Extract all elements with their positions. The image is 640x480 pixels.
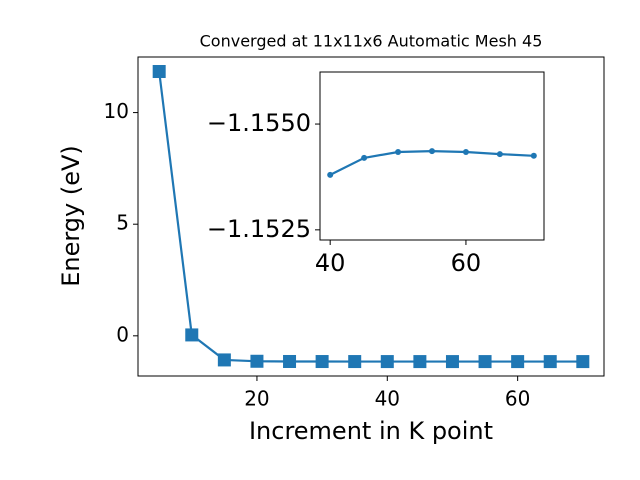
point-marker [283,354,297,368]
point-marker [327,171,334,178]
point-marker [348,355,362,369]
y-tick-label: 5 [116,211,129,235]
point-marker [250,354,264,368]
point-marker [462,148,469,155]
y-tick-label: 10 [104,99,129,123]
chart-title: Converged at 11x11x6 Automatic Mesh 45 [200,32,543,51]
x-tick-label: 40 [315,249,346,277]
y-tick-label: −1.1525 [207,215,311,243]
plot-area [319,71,545,241]
point-marker [530,152,537,159]
point-marker [478,355,492,369]
x-axis-label: Increment in K point [249,417,493,445]
point-marker [445,355,459,369]
point-marker [511,355,525,369]
point-marker [380,355,394,369]
point-marker [395,148,402,155]
y-tick-label: 0 [116,322,129,346]
point-marker [413,355,427,369]
y-axis-label: Energy (eV) [57,145,85,287]
point-marker [185,328,199,342]
point-marker [429,148,435,155]
point-marker [152,65,166,79]
x-tick-label: 60 [451,249,482,277]
point-marker [496,151,503,158]
point-marker [361,154,368,161]
point-marker [315,355,329,369]
y-tick-label: −1.1550 [207,109,311,137]
point-marker [576,355,590,369]
x-tick-label: 40 [375,387,400,411]
x-tick-label: 60 [505,387,530,411]
point-marker [543,355,557,369]
x-tick-label: 20 [244,387,269,411]
point-marker [217,353,231,367]
